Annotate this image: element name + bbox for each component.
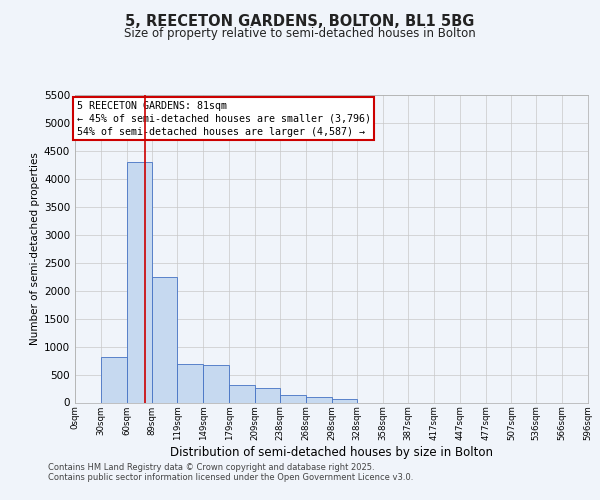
Bar <box>229 385 255 402</box>
Text: Contains HM Land Registry data © Crown copyright and database right 2025.: Contains HM Land Registry data © Crown c… <box>48 462 374 471</box>
Bar <box>101 356 127 403</box>
Text: 5 REECETON GARDENS: 81sqm
← 45% of semi-detached houses are smaller (3,796)
54% : 5 REECETON GARDENS: 81sqm ← 45% of semi-… <box>77 100 371 137</box>
X-axis label: Distribution of semi-detached houses by size in Bolton: Distribution of semi-detached houses by … <box>170 446 493 458</box>
Bar <box>152 276 178 402</box>
Y-axis label: Number of semi-detached properties: Number of semi-detached properties <box>30 152 40 345</box>
Bar <box>331 399 358 402</box>
Bar <box>127 162 152 402</box>
Text: Contains public sector information licensed under the Open Government Licence v3: Contains public sector information licen… <box>48 472 413 482</box>
Bar <box>305 397 331 402</box>
Bar <box>255 388 280 402</box>
Text: Size of property relative to semi-detached houses in Bolton: Size of property relative to semi-detach… <box>124 28 476 40</box>
Bar <box>203 365 229 403</box>
Text: 5, REECETON GARDENS, BOLTON, BL1 5BG: 5, REECETON GARDENS, BOLTON, BL1 5BG <box>125 14 475 29</box>
Bar <box>178 364 203 403</box>
Bar <box>280 395 305 402</box>
